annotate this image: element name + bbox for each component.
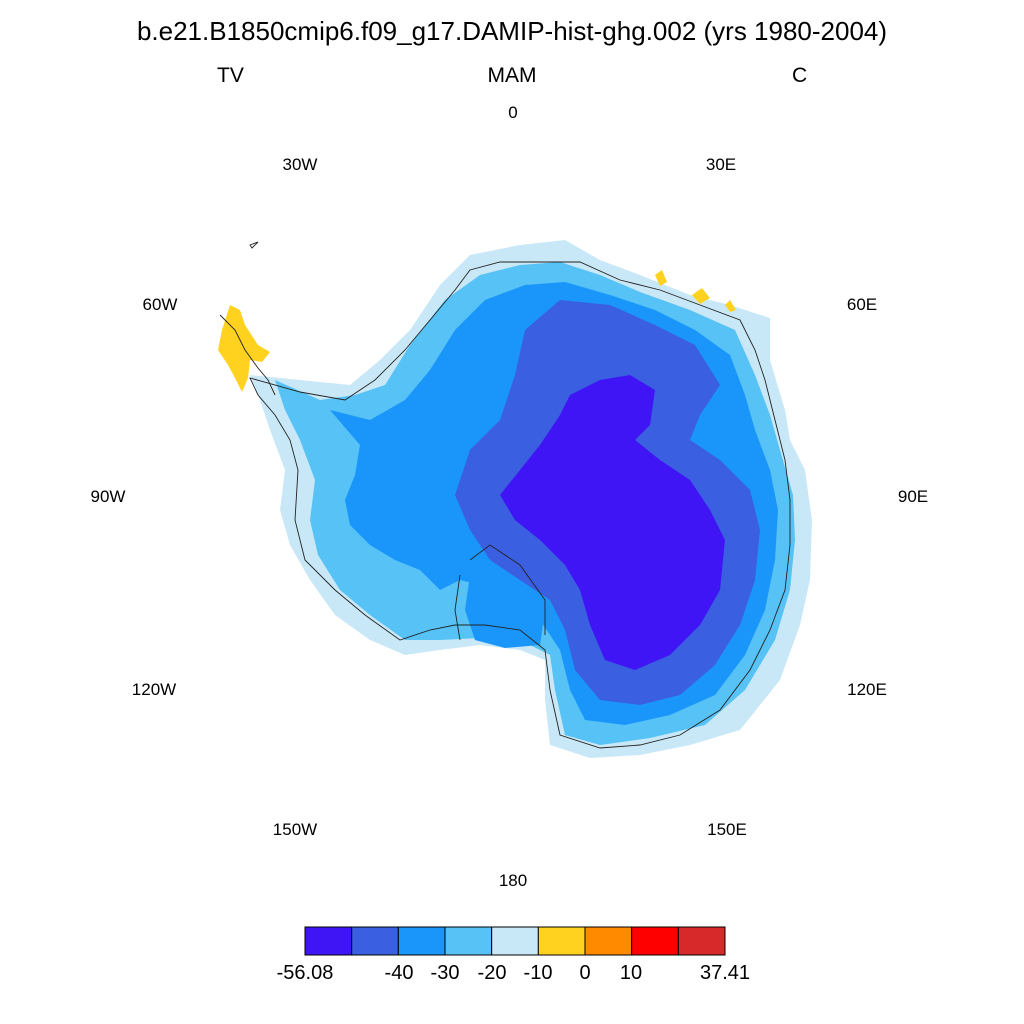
colorbar-label-10: 10 bbox=[619, 962, 643, 984]
lon-label-30w: 30W bbox=[282, 155, 318, 174]
colorbar-box-6 bbox=[584, 926, 633, 956]
lon-label-30e: 30E bbox=[705, 155, 737, 174]
colorbar-label-neg30: -30 bbox=[430, 962, 460, 984]
lon-label-60e: 60E bbox=[846, 295, 878, 314]
colorbar-box-4 bbox=[491, 926, 539, 956]
colorbar-label-min: -56.08 bbox=[276, 962, 334, 984]
band-violet bbox=[500, 375, 725, 670]
colorbar-label-max: 37.41 bbox=[699, 962, 751, 984]
lon-label-180: 180 bbox=[498, 871, 528, 890]
colorbar-box-7 bbox=[631, 926, 679, 956]
colorbar-label-0: 0 bbox=[579, 962, 591, 984]
lon-label-90w: 90W bbox=[90, 487, 126, 506]
colorbar-box-8 bbox=[677, 926, 726, 956]
colorbar-box-1 bbox=[351, 926, 399, 956]
colorbar-box-3 bbox=[444, 926, 493, 956]
plot-title: b.e21.B1850cmip6.f09_g17.DAMIP-hist-ghg.… bbox=[136, 16, 888, 46]
warm-patch-east-3 bbox=[725, 300, 736, 312]
lon-label-90e: 90E bbox=[897, 487, 929, 506]
lon-label-120w: 120W bbox=[131, 680, 177, 699]
lon-label-60w: 60W bbox=[142, 295, 178, 314]
colorbar-label-neg20: -20 bbox=[477, 962, 507, 984]
colorbar-box-2 bbox=[397, 926, 446, 956]
peninsula-coast bbox=[219, 241, 276, 396]
colorbar-box-5 bbox=[537, 926, 586, 956]
season-label: MAM bbox=[487, 64, 537, 87]
colorbar-label-neg40: -40 bbox=[384, 962, 414, 984]
lon-label-120e: 120E bbox=[847, 680, 887, 699]
lon-label-0: 0 bbox=[508, 103, 518, 122]
lon-label-150w: 150W bbox=[272, 820, 318, 839]
units-label: C bbox=[792, 64, 808, 87]
variable-label: TV bbox=[217, 64, 244, 87]
lon-label-150e: 150E bbox=[707, 820, 747, 839]
ross-ice-shelf-edge bbox=[454, 544, 546, 641]
coastline bbox=[249, 261, 791, 749]
colorbar-box-0 bbox=[304, 926, 353, 956]
warm-patch-east-2 bbox=[692, 288, 710, 304]
warm-patch-east-1 bbox=[655, 270, 667, 286]
colorbar-label-neg10: -10 bbox=[523, 962, 553, 984]
